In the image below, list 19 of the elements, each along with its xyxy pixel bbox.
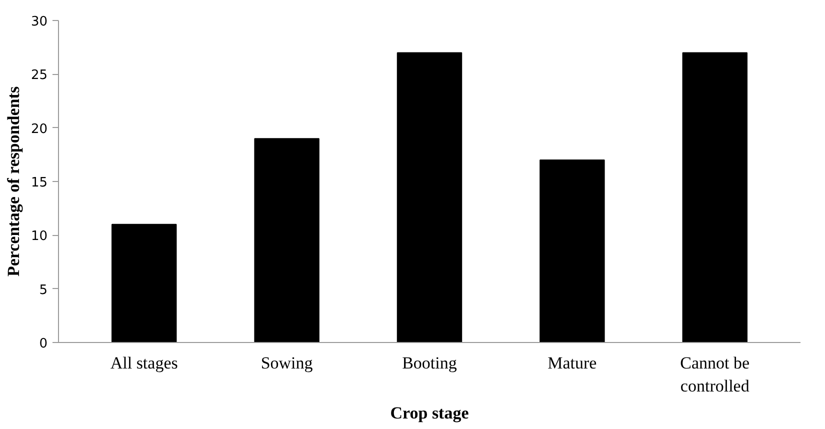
y-tick-label: 25 — [30, 68, 48, 84]
x-tick-label: Booting — [402, 354, 458, 372]
x-axis-title: Crop stage — [390, 403, 470, 422]
x-tick-label: Cannot be controlled — [680, 354, 750, 396]
bar — [682, 52, 748, 342]
bar — [396, 52, 462, 342]
y-tick-label: 10 — [30, 229, 48, 244]
y-tick-label: 30 — [30, 14, 48, 30]
y-tick-label: 5 — [39, 282, 48, 298]
y-axis-title: Percentage of respondents — [4, 86, 23, 277]
bar — [540, 160, 605, 342]
x-tick-label: All stages — [110, 354, 178, 372]
y-tick-label: 0 — [39, 336, 48, 352]
bar — [254, 138, 320, 342]
x-tick-label: Mature — [548, 354, 597, 372]
x-tick-label: Sowing — [260, 354, 314, 372]
y-tick-label: 15 — [30, 176, 48, 190]
y-tick-label: 20 — [30, 122, 48, 137]
bar — [112, 224, 177, 342]
